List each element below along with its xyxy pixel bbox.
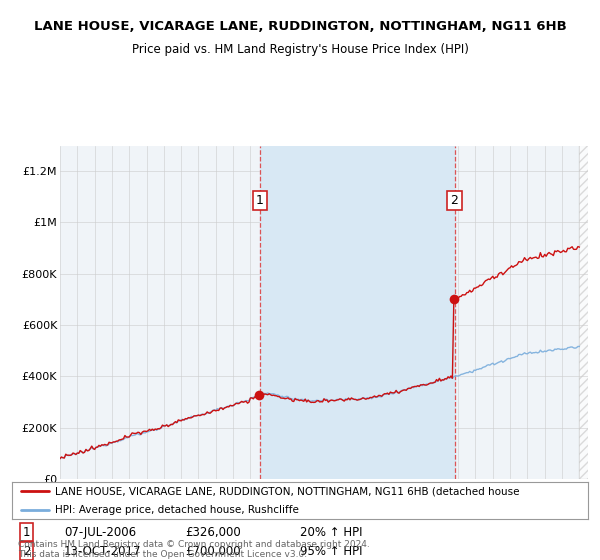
Text: 1: 1 (256, 194, 264, 207)
Text: LANE HOUSE, VICARAGE LANE, RUDDINGTON, NOTTINGHAM, NG11 6HB: LANE HOUSE, VICARAGE LANE, RUDDINGTON, N… (34, 20, 566, 32)
Text: 07-JUL-2006: 07-JUL-2006 (64, 525, 136, 539)
Text: £326,000: £326,000 (185, 525, 241, 539)
Text: 1: 1 (23, 525, 30, 539)
Text: 2: 2 (23, 544, 30, 558)
Text: £700,000: £700,000 (185, 544, 241, 558)
Text: 95% ↑ HPI: 95% ↑ HPI (300, 544, 362, 558)
Text: 2: 2 (451, 194, 458, 207)
Text: 20% ↑ HPI: 20% ↑ HPI (300, 525, 362, 539)
Text: LANE HOUSE, VICARAGE LANE, RUDDINGTON, NOTTINGHAM, NG11 6HB (detached house: LANE HOUSE, VICARAGE LANE, RUDDINGTON, N… (55, 487, 520, 496)
Text: HPI: Average price, detached house, Rushcliffe: HPI: Average price, detached house, Rush… (55, 505, 299, 515)
Text: 13-OCT-2017: 13-OCT-2017 (64, 544, 142, 558)
Text: Price paid vs. HM Land Registry's House Price Index (HPI): Price paid vs. HM Land Registry's House … (131, 43, 469, 56)
Bar (260, 146, 455, 479)
Text: Contains HM Land Registry data © Crown copyright and database right 2024.
This d: Contains HM Land Registry data © Crown c… (18, 540, 370, 559)
